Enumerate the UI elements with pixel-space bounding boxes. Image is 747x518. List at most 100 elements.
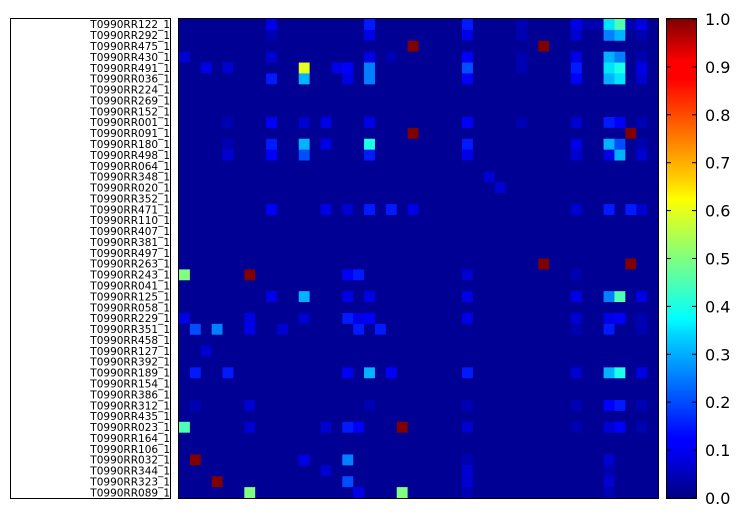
heatmap-cell (483, 182, 496, 194)
heatmap-cell (200, 291, 213, 303)
heatmap-cell (385, 454, 398, 466)
heatmap-cell (276, 421, 289, 434)
heatmap-cell (614, 356, 626, 368)
heatmap-cell (266, 95, 278, 107)
heatmap-cell (516, 106, 528, 118)
heatmap-cell (287, 476, 300, 488)
heatmap-cell (179, 356, 191, 368)
heatmap-cell (636, 116, 648, 129)
heatmap-cell (287, 432, 300, 444)
heatmap-cell (407, 214, 419, 227)
heatmap-cell (255, 236, 267, 249)
heatmap-cell (472, 302, 485, 314)
heatmap-cell (462, 258, 474, 270)
heatmap-cell (483, 149, 496, 161)
heatmap-cell (385, 236, 398, 249)
heatmap-cell (614, 127, 626, 140)
heatmap-cell (538, 19, 550, 31)
heatmap-cell (331, 312, 343, 325)
heatmap-cell (374, 280, 387, 292)
heatmap-cell (647, 247, 659, 259)
heatmap-cell (331, 19, 343, 31)
heatmap-cell (560, 400, 572, 412)
heatmap-cell (451, 291, 463, 303)
heatmap-cell (440, 323, 452, 336)
heatmap-cell (581, 95, 594, 107)
heatmap-cell (538, 356, 550, 368)
heatmap-cell (211, 487, 223, 499)
heatmap-cell (636, 443, 648, 455)
heatmap-cell (516, 465, 528, 477)
heatmap-cell (625, 443, 637, 455)
heatmap-cell (647, 149, 659, 161)
heatmap-cell (636, 356, 648, 368)
heatmap-cell (189, 149, 202, 161)
heatmap-cell (233, 302, 245, 314)
heatmap-cell (179, 138, 191, 151)
heatmap-cell (353, 193, 365, 205)
heatmap-cell (505, 476, 517, 488)
heatmap-cell (298, 465, 311, 477)
heatmap-cell (200, 19, 213, 31)
heatmap-cell (222, 204, 234, 216)
heatmap-cell (179, 334, 191, 346)
heatmap-cell (451, 193, 463, 205)
heatmap-cell (179, 280, 191, 292)
heatmap-cell (222, 323, 234, 336)
heatmap-cell (255, 465, 267, 477)
heatmap-cell (418, 323, 430, 336)
heatmap-cell (549, 29, 561, 42)
heatmap-cell (472, 334, 485, 346)
heatmap-cell (483, 29, 496, 42)
heatmap-cell (179, 116, 191, 129)
heatmap-cell (255, 138, 267, 151)
heatmap-cell (603, 443, 615, 455)
heatmap-cell (309, 356, 321, 368)
heatmap-cell (538, 323, 550, 336)
heatmap-cell (625, 51, 637, 63)
heatmap-cell (342, 302, 354, 314)
heatmap-cell (255, 51, 267, 63)
heatmap-cell (407, 40, 419, 53)
heatmap-cell (374, 214, 387, 227)
heatmap-cell (451, 269, 463, 281)
heatmap-cell (494, 269, 506, 281)
heatmap-cell (374, 171, 387, 183)
heatmap-cell (581, 116, 594, 129)
heatmap-cell (418, 454, 430, 466)
heatmap-cell (494, 19, 506, 31)
heatmap-cell (581, 51, 594, 63)
heatmap-cell (233, 160, 245, 172)
heatmap-cell (440, 345, 452, 357)
heatmap-cell (222, 258, 234, 270)
heatmap-cell (276, 323, 289, 336)
heatmap-cell (570, 84, 583, 96)
heatmap-cell (189, 40, 202, 53)
heatmap-cell (614, 138, 626, 151)
heatmap-cell (462, 334, 474, 346)
heatmap-cell (331, 302, 343, 314)
heatmap-cell (581, 280, 594, 292)
heatmap-cell (527, 269, 539, 281)
heatmap-cell (429, 280, 441, 292)
heatmap-cell (418, 160, 430, 172)
heatmap-cell (255, 247, 267, 259)
heatmap-cell (364, 465, 376, 477)
heatmap-cell (244, 454, 256, 466)
heatmap-cell (222, 106, 234, 118)
heatmap-cell (505, 19, 517, 31)
heatmap-cell (255, 19, 267, 31)
heatmap-cell (331, 400, 343, 412)
row-label: T0990RR435_1 (89, 411, 170, 423)
heatmap-cell (516, 62, 528, 74)
heatmap-cell (244, 171, 256, 183)
heatmap-cell (287, 51, 300, 63)
heatmap-cell (560, 29, 572, 42)
heatmap-cell (385, 95, 398, 107)
heatmap-cell (647, 432, 659, 444)
heatmap-cell (407, 258, 419, 270)
heatmap-cell (320, 269, 332, 281)
heatmap-cell (538, 40, 550, 53)
heatmap-cell (560, 443, 572, 455)
heatmap-cell (527, 171, 539, 183)
